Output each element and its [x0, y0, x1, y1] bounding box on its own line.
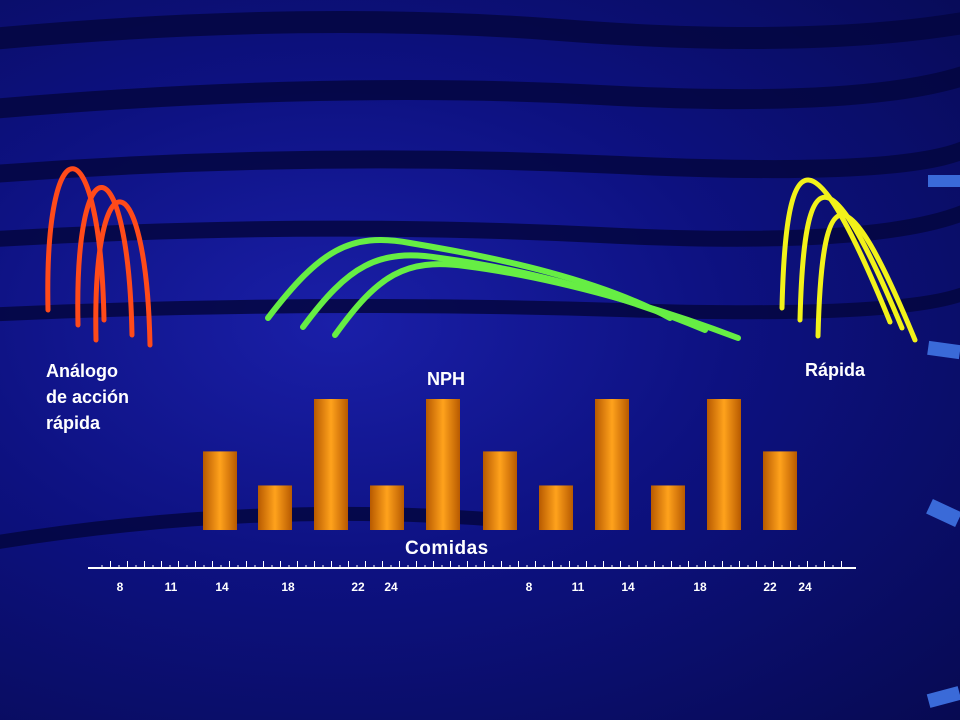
- analog-label-line3: rápida: [46, 413, 101, 433]
- rapid-curve-1: [779, 177, 893, 325]
- edge-accents: [926, 175, 960, 708]
- chart-title: Comidas: [405, 538, 489, 559]
- edge-accent-4: [926, 686, 960, 708]
- x-tick-label: 22: [763, 580, 777, 594]
- x-tick-label: 14: [215, 580, 229, 594]
- bar: [707, 399, 741, 530]
- analog-curves: [45, 166, 153, 348]
- analog-curve-3: [93, 199, 153, 348]
- rapid-curves: [779, 177, 918, 343]
- edge-accent-3: [926, 498, 960, 528]
- nph-curve-3: [332, 261, 741, 341]
- x-axis: 8 11 14 18 22 24 8 11 14 18 22 24: [88, 561, 856, 594]
- rapida-label: Rápida: [805, 360, 866, 380]
- analog-label-line2: de acción: [46, 387, 130, 407]
- nph-curve-1: [265, 237, 673, 321]
- rapid-curve-2: [797, 194, 905, 331]
- bar: [483, 451, 517, 530]
- x-tick-label: 8: [117, 580, 124, 594]
- x-tick-label: 18: [693, 580, 707, 594]
- bar: [426, 399, 460, 530]
- bar: [595, 399, 629, 530]
- edge-accent-2: [927, 340, 960, 360]
- x-axis-tick-labels: 8 11 14 18 22 24 8 11 14 18 22 24: [117, 580, 812, 594]
- nph-label: NPH: [427, 369, 466, 389]
- bar: [203, 451, 237, 530]
- rapid-curve-3: [815, 212, 918, 343]
- bar: [539, 485, 573, 530]
- analog-label-line1: Análogo: [46, 361, 118, 381]
- bar: [370, 485, 404, 530]
- x-tick-label: 11: [572, 580, 585, 594]
- x-axis-ticks: [101, 561, 842, 568]
- bar: [258, 485, 292, 530]
- x-tick-label: 18: [281, 580, 295, 594]
- edge-accent-1: [928, 175, 960, 187]
- nph-curves: [265, 237, 741, 341]
- nph-curve-2: [300, 252, 708, 333]
- x-tick-label: 14: [621, 580, 635, 594]
- bar: [314, 399, 348, 530]
- background-swooshes: [0, 11, 960, 549]
- bars: [203, 399, 797, 530]
- x-tick-label: 22: [351, 580, 365, 594]
- x-tick-label: 24: [384, 580, 398, 594]
- x-tick-label: 8: [526, 580, 533, 594]
- analog-curve-2: [75, 185, 135, 338]
- x-tick-label: 11: [165, 580, 178, 594]
- x-tick-label: 24: [798, 580, 812, 594]
- bar: [651, 485, 685, 530]
- bar: [763, 451, 797, 530]
- analog-label: Análogo de acción rápida: [46, 358, 129, 436]
